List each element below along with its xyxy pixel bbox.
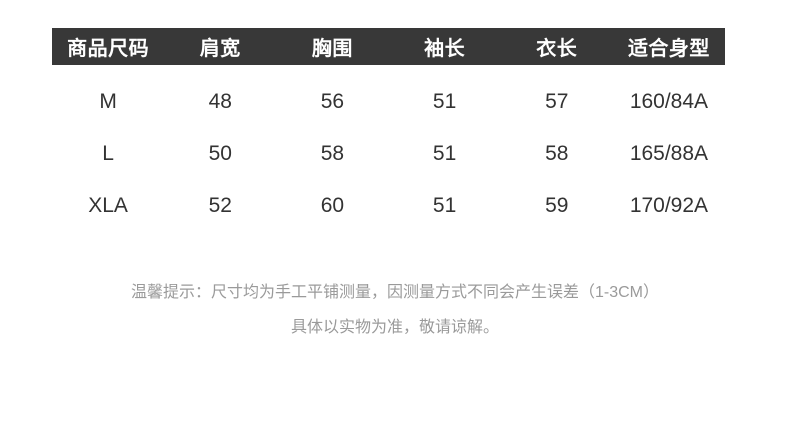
measurement-notice: 温馨提示：尺寸均为手工平铺测量，因测量方式不同会产生误差（1-3CM） 具体以实… <box>0 275 790 345</box>
cell-size: M <box>99 90 117 113</box>
cell-shoulder-width: 48 <box>208 90 232 113</box>
cell-sleeve-length: 51 <box>432 90 457 113</box>
cell-fit-body-type: 160/84A <box>629 90 709 113</box>
size-table-header-row: 商品尺码 肩宽 胸围 袖长 衣长 适合身型 <box>52 28 725 65</box>
cell-size: XLA <box>88 194 128 217</box>
cell-shoulder-width: 50 <box>208 142 232 165</box>
table-row-l: L 50 58 51 58 165/88A <box>52 128 725 180</box>
cell-garment-length: 58 <box>545 142 569 165</box>
cell-sleeve-length: 51 <box>432 194 457 217</box>
size-table-body: M 48 56 51 57 160/84A L 50 58 51 58 165/… <box>52 76 725 232</box>
header-cell-garment-length: 衣长 <box>536 38 578 60</box>
cell-size: L <box>102 142 114 165</box>
cell-garment-length: 59 <box>545 194 569 217</box>
cell-sleeve-length: 51 <box>432 142 457 165</box>
table-row-m: M 48 56 51 57 160/84A <box>52 76 725 128</box>
notice-line-2: 具体以实物为准，敬请谅解。 <box>290 319 499 336</box>
header-cell-product-size: 商品尺码 <box>67 38 150 60</box>
cell-bust: 60 <box>320 194 345 217</box>
header-cell-sleeve-length: 袖长 <box>424 38 466 60</box>
header-cell-bust: 胸围 <box>311 38 353 60</box>
header-cell-fit-body-type: 适合身型 <box>627 38 710 60</box>
cell-fit-body-type: 170/92A <box>629 194 709 217</box>
cell-bust: 56 <box>320 90 345 113</box>
cell-fit-body-type: 165/88A <box>629 142 709 165</box>
table-row-xla: XLA 52 60 51 59 170/92A <box>52 180 725 232</box>
size-table: 商品尺码 肩宽 胸围 袖长 衣长 适合身型 M 48 56 51 57 160/… <box>52 28 725 232</box>
cell-bust: 58 <box>320 142 345 165</box>
notice-line-1: 温馨提示：尺寸均为手工平铺测量，因测量方式不同会产生误差（1-3CM） <box>130 284 659 301</box>
cell-garment-length: 57 <box>545 90 569 113</box>
cell-shoulder-width: 52 <box>208 194 232 217</box>
header-cell-shoulder-width: 肩宽 <box>199 38 241 60</box>
